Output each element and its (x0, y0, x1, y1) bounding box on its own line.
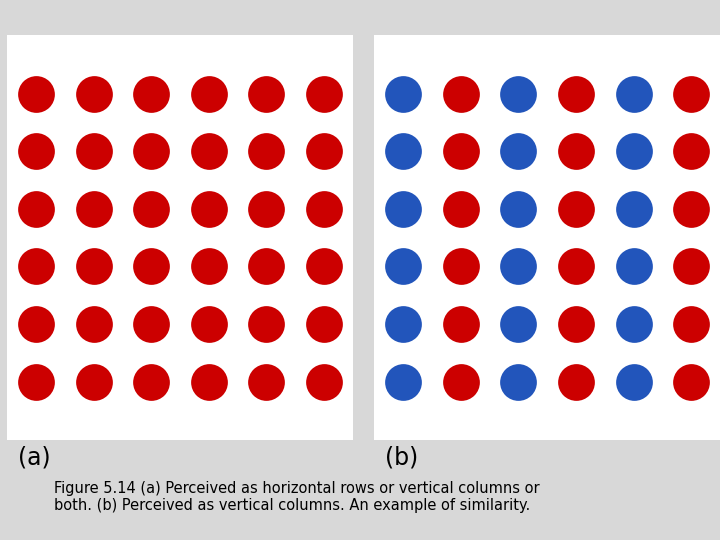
Point (30, 205, 42, 213)
Point (397, 262, 409, 271)
Point (685, 377, 697, 386)
Point (513, 89, 524, 98)
Point (145, 205, 157, 213)
Point (318, 262, 330, 271)
Point (685, 147, 697, 156)
Point (397, 320, 409, 328)
Point (30, 147, 42, 156)
Point (397, 89, 409, 98)
Point (628, 89, 639, 98)
Point (88, 89, 99, 98)
Point (261, 89, 272, 98)
Point (318, 377, 330, 386)
Point (455, 377, 467, 386)
Point (88, 262, 99, 271)
Text: (a): (a) (18, 446, 50, 469)
Point (261, 320, 272, 328)
Point (203, 147, 215, 156)
Point (628, 377, 639, 386)
Point (30, 89, 42, 98)
Point (455, 147, 467, 156)
Point (570, 262, 582, 271)
Point (88, 377, 99, 386)
Point (30, 262, 42, 271)
Point (570, 320, 582, 328)
Point (88, 205, 99, 213)
Point (30, 320, 42, 328)
Point (261, 147, 272, 156)
Point (685, 205, 697, 213)
Text: (b): (b) (385, 446, 418, 469)
Point (513, 377, 524, 386)
Point (88, 320, 99, 328)
Point (30, 377, 42, 386)
Point (397, 205, 409, 213)
Point (455, 320, 467, 328)
Point (203, 320, 215, 328)
Point (628, 147, 639, 156)
Point (145, 320, 157, 328)
Point (203, 89, 215, 98)
Point (145, 262, 157, 271)
Point (145, 89, 157, 98)
Point (685, 89, 697, 98)
Point (203, 262, 215, 271)
Point (513, 205, 524, 213)
Point (318, 89, 330, 98)
Point (570, 147, 582, 156)
Point (685, 262, 697, 271)
Point (145, 147, 157, 156)
Point (455, 262, 467, 271)
Point (203, 377, 215, 386)
Point (513, 262, 524, 271)
Text: Figure 5.14 (a) Perceived as horizontal rows or vertical columns or
both. (b) Pe: Figure 5.14 (a) Perceived as horizontal … (54, 481, 539, 513)
Point (261, 377, 272, 386)
Point (570, 205, 582, 213)
Point (513, 320, 524, 328)
Point (513, 147, 524, 156)
Point (570, 377, 582, 386)
Point (88, 147, 99, 156)
Point (628, 205, 639, 213)
Point (261, 205, 272, 213)
Point (570, 89, 582, 98)
Point (397, 147, 409, 156)
Point (203, 205, 215, 213)
Point (455, 89, 467, 98)
Point (318, 205, 330, 213)
Point (318, 147, 330, 156)
Point (685, 320, 697, 328)
Point (318, 320, 330, 328)
Point (261, 262, 272, 271)
Point (145, 377, 157, 386)
Point (455, 205, 467, 213)
Point (397, 377, 409, 386)
Point (628, 320, 639, 328)
Point (628, 262, 639, 271)
